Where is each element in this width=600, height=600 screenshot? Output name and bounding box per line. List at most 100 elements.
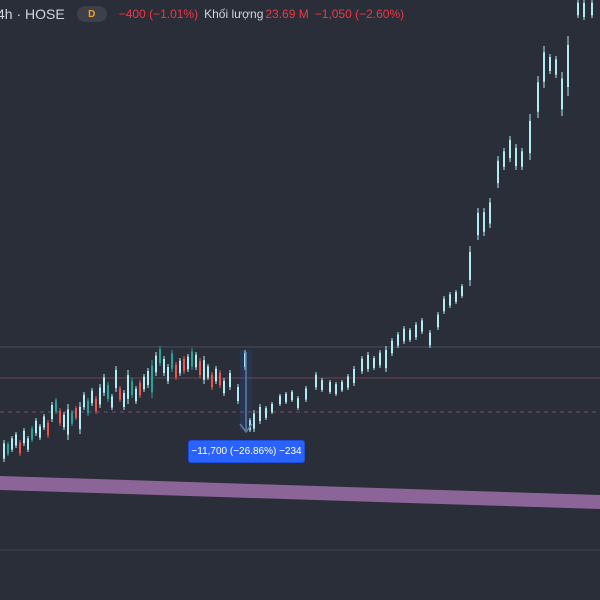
candle-body: [461, 286, 463, 296]
trend-band[interactable]: [0, 476, 600, 509]
candle-body: [469, 252, 471, 280]
candle-body: [47, 422, 49, 436]
candle-body: [163, 359, 165, 373]
candle-body: [415, 324, 417, 338]
price-change: −400 (−1.01%): [118, 7, 199, 21]
candlestick-series: [3, 0, 593, 462]
interval-badge[interactable]: D: [76, 6, 107, 22]
candle-body: [123, 393, 125, 407]
candle-body: [347, 376, 349, 388]
candle-body: [437, 314, 439, 328]
candle-body: [115, 369, 117, 389]
candle-body: [567, 45, 569, 87]
candle-body: [207, 366, 209, 378]
candle-body: [237, 387, 239, 401]
candle-body: [111, 396, 113, 408]
candle-body: [429, 332, 431, 346]
candle-body: [509, 139, 511, 159]
candle-body: [39, 426, 41, 438]
candle-body: [67, 409, 69, 435]
candle-body: [291, 391, 293, 401]
candle-body: [63, 414, 65, 428]
candle-body: [455, 292, 457, 302]
candle-body: [549, 57, 551, 71]
candle-body: [483, 212, 485, 232]
candle-body: [179, 360, 181, 374]
candle-body: [59, 410, 61, 424]
measure-arrow-head: [239, 423, 253, 434]
candle-body: [443, 298, 445, 312]
candle-body: [183, 358, 185, 372]
candle-body: [15, 434, 17, 446]
chart-header: 4h · HOSE D −400 (−1.01%) Khối lượng 23.…: [0, 4, 404, 24]
candle-body: [91, 390, 93, 404]
candle-body: [219, 372, 221, 386]
candle-body: [521, 151, 523, 167]
candle-body: [397, 334, 399, 346]
candle-body: [203, 360, 205, 380]
candle-body: [147, 371, 149, 385]
candle-body: [341, 381, 343, 391]
candle-body: [297, 398, 299, 408]
candle-body: [175, 364, 177, 378]
measure-label[interactable]: −11,700 (−26.86%) −234: [189, 441, 304, 462]
candle-body: [279, 395, 281, 405]
candle-body: [353, 369, 355, 383]
candle-body: [19, 442, 21, 454]
candle-body: [543, 52, 545, 82]
candle-body: [135, 388, 137, 402]
candle-body: [83, 394, 85, 408]
candle-body: [591, 2, 593, 16]
volume-value: 23.69 M: [265, 7, 309, 21]
candle-body: [373, 358, 375, 368]
candle-body: [335, 384, 337, 394]
horizontal-levels: [0, 346, 600, 551]
candle-body: [155, 355, 157, 373]
candle-body: [143, 376, 145, 390]
candle-body: [159, 349, 161, 363]
candle-body: [79, 406, 81, 430]
candle-body: [379, 352, 381, 366]
candle-body: [55, 400, 57, 412]
candle-body: [11, 438, 13, 450]
candle-body: [271, 403, 273, 413]
candle-body: [223, 380, 225, 394]
symbol-interval[interactable]: 4h · HOSE: [0, 6, 65, 22]
candle-body: [87, 400, 89, 414]
candle-body: [95, 398, 97, 412]
candle-body: [409, 330, 411, 340]
candle-body: [555, 59, 557, 75]
candle-body: [361, 358, 363, 372]
candle-body: [329, 382, 331, 392]
candle-body: [7, 444, 9, 454]
candle-body: [75, 408, 77, 418]
candle-body: [244, 353, 246, 367]
candle-body: [99, 387, 101, 405]
candle-body: [321, 380, 323, 390]
candle-body: [27, 438, 29, 450]
candle-body: [477, 212, 479, 236]
candle-body: [497, 160, 499, 184]
candle-body: [171, 353, 173, 369]
candle-body: [195, 354, 197, 368]
candle-body: [529, 120, 531, 154]
candle-body: [249, 420, 251, 430]
candle-body: [421, 320, 423, 332]
measure-tool[interactable]: [239, 350, 253, 434]
candle-body: [315, 374, 317, 388]
candle-body: [391, 340, 393, 354]
candle-body: [449, 294, 451, 306]
candle-body: [31, 428, 33, 440]
candle-body: [385, 349, 387, 369]
candle-body: [215, 368, 217, 382]
candle-body: [515, 147, 517, 167]
candle-body: [367, 355, 369, 369]
candle-body: [211, 374, 213, 388]
candle-body: [583, 3, 585, 17]
candle-body: [503, 151, 505, 167]
candle-body: [119, 388, 121, 400]
candle-body: [229, 373, 231, 387]
candle-body: [265, 408, 267, 418]
candle-body: [127, 375, 129, 399]
